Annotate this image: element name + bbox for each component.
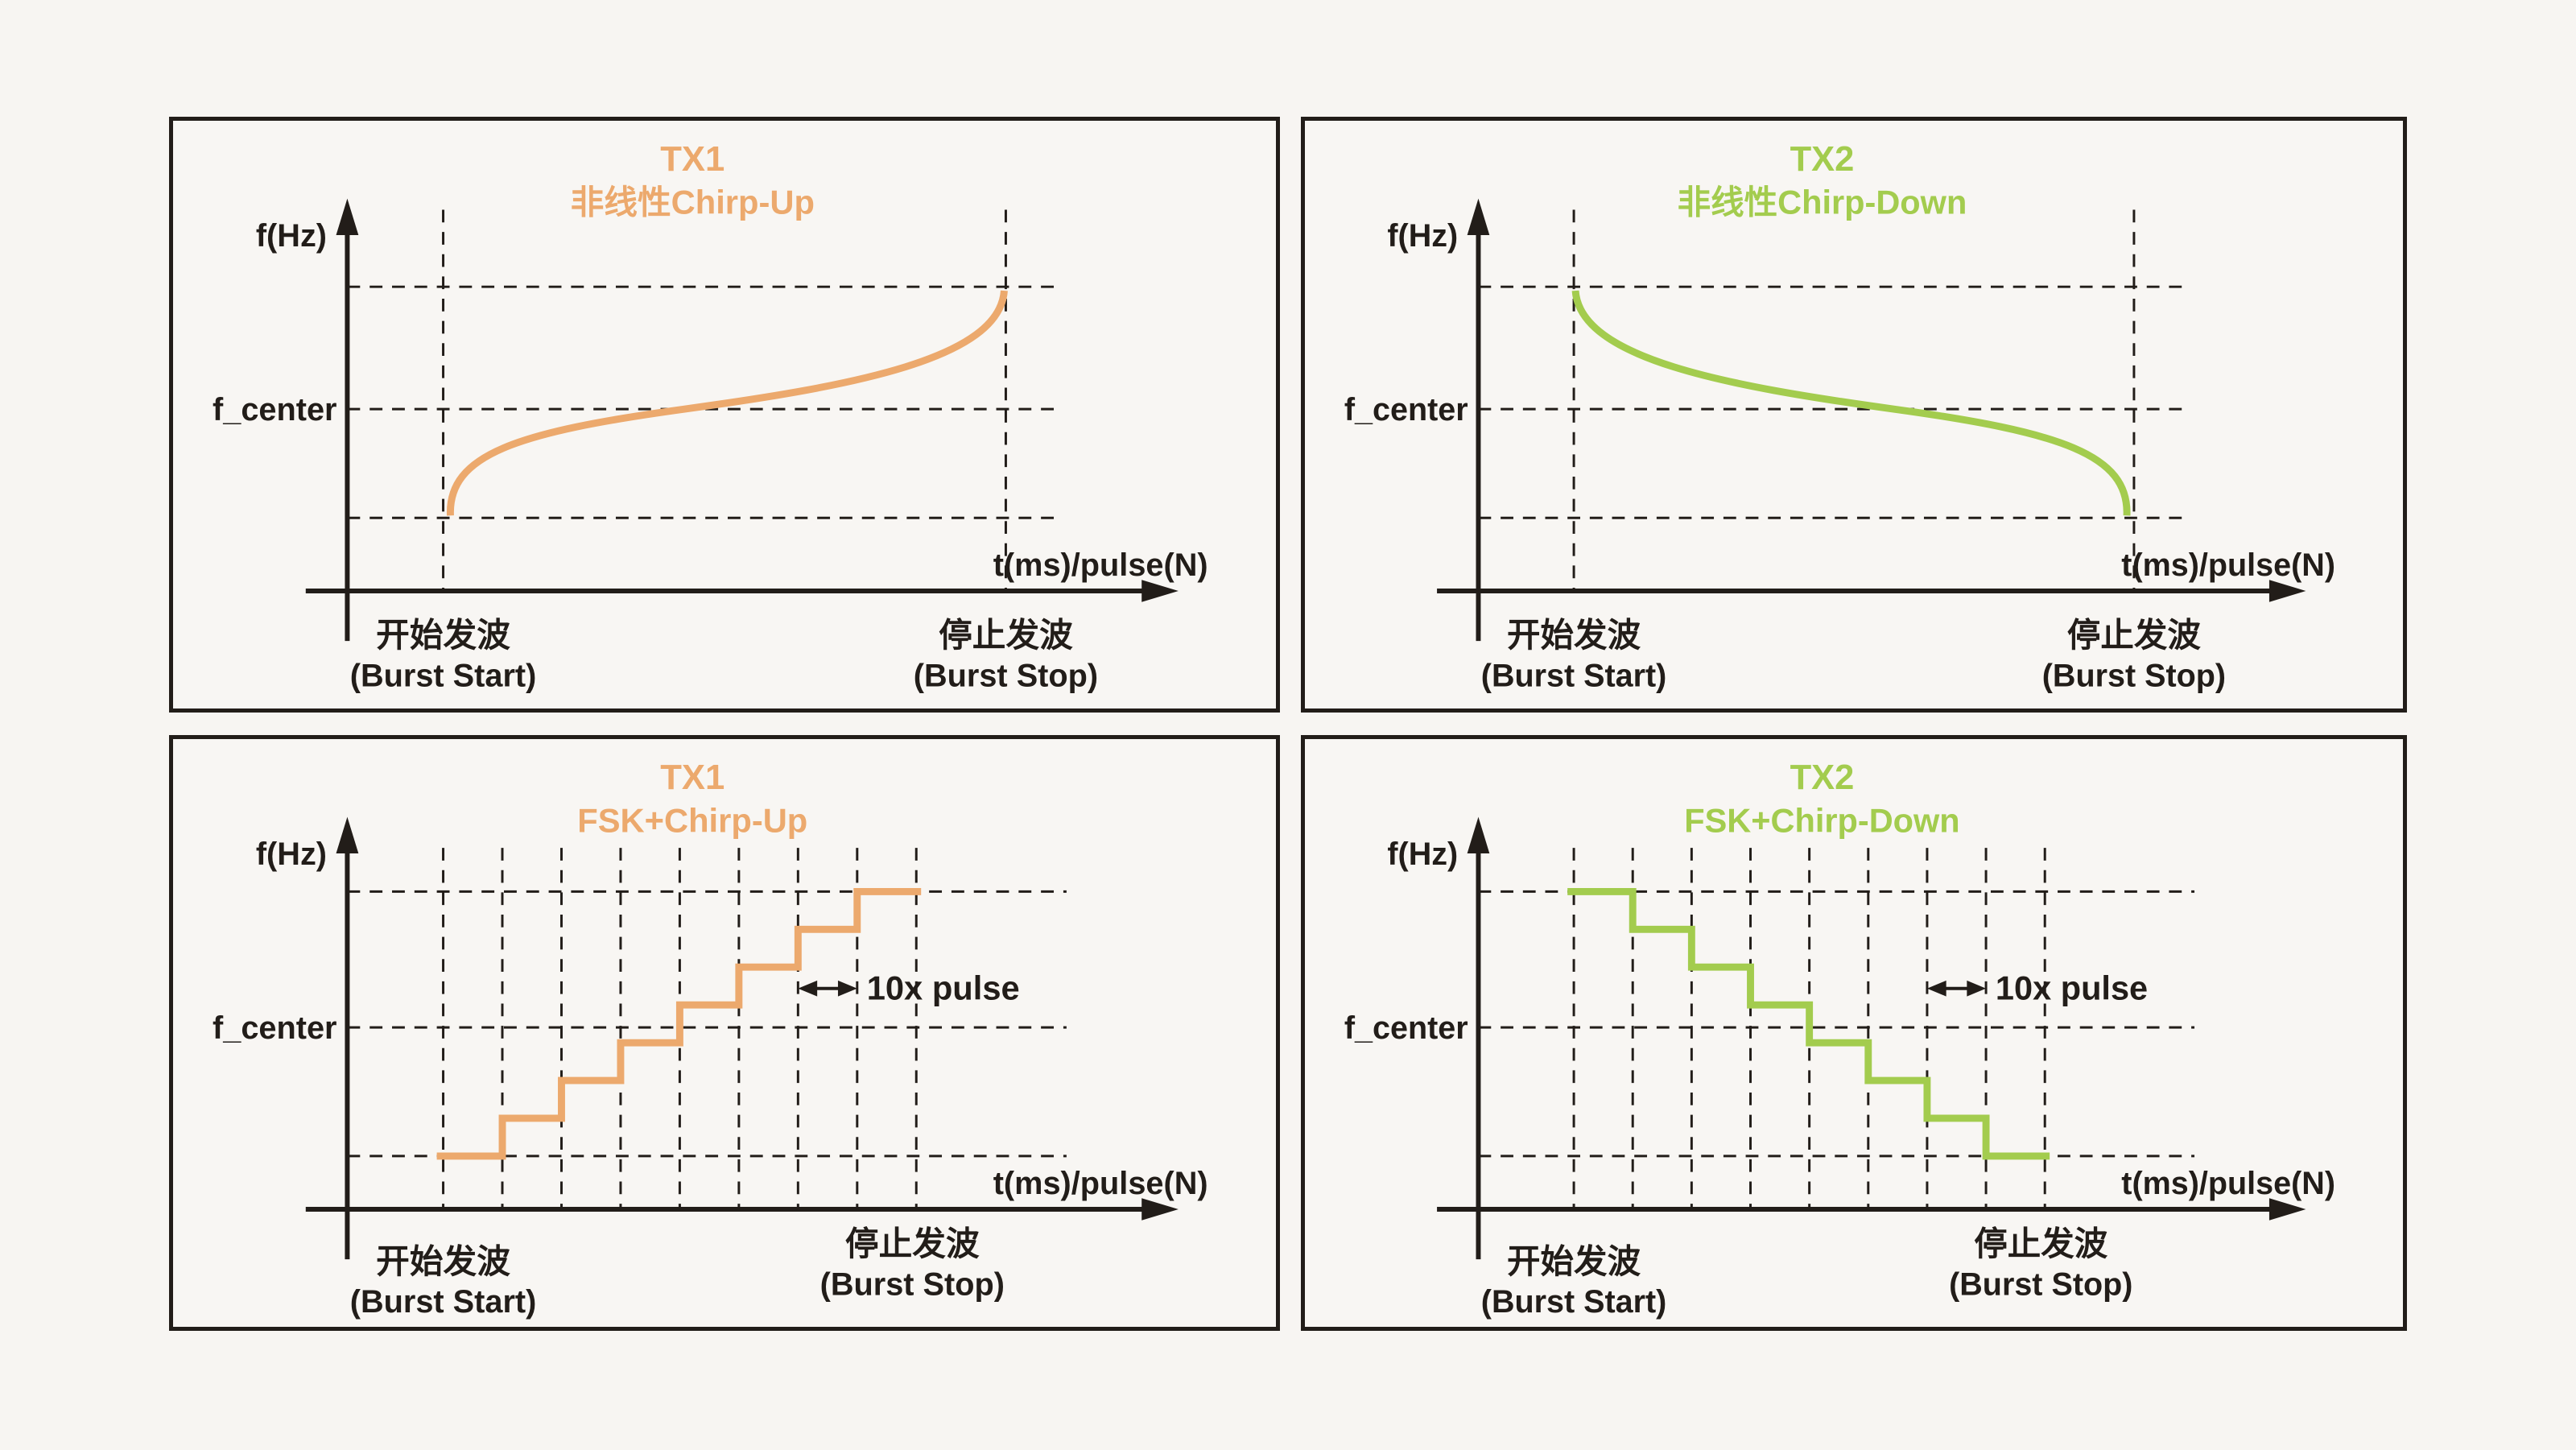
panel-title-line1: TX2 (1790, 758, 1855, 797)
y-axis-label: f(Hz) (1387, 218, 1458, 254)
fsk-staircase-waveform (436, 887, 922, 1160)
panel-title-line1: TX1 (660, 758, 724, 797)
panel-title-line2: 非线性Chirp-Up (571, 184, 815, 221)
f-center-label: f_center (213, 1010, 336, 1046)
burst-start-label-cn: 开始发波 (376, 616, 510, 654)
panel-title-line2: FSK+Chirp-Up (577, 802, 807, 840)
pulse-arrowhead-right-icon (837, 980, 857, 997)
nonlinear-chirp-waveform (447, 290, 1008, 516)
burst-stop-label-en: (Burst Stop) (820, 1267, 1005, 1303)
burst-stop-label-cn: 停止发波 (845, 1225, 980, 1262)
panel-tx1-nonlinear-chirp-up: TX1 非线性Chirp-Up f(Hz) f_center t(ms)/pulse(N… (169, 117, 1280, 713)
pulse-duration-annotation: 10x pulse (1996, 969, 2148, 1007)
panel-tx2-fsk-chirp-down: TX2 FSK+Chirp-Down f(Hz) f_center t(ms)/puls… (1301, 735, 2407, 1331)
f-center-label: f_center (1344, 1010, 1468, 1046)
burst-stop-label-cn: 停止发波 (1974, 1225, 2108, 1262)
burst-stop-label-cn: 停止发波 (2067, 616, 2202, 654)
y-axis-arrowhead-icon (1467, 198, 1490, 236)
chart-tx1-nonlinear-chirp-up: TX1 非线性Chirp-Up f(Hz) f_center t(ms)/pulse(N… (213, 140, 1208, 693)
chart-tx2-fsk-chirp-down: TX2 FSK+Chirp-Down f(Hz) f_center t(ms)/puls… (1344, 758, 2335, 1320)
panel-title-line2: FSK+Chirp-Down (1684, 801, 1959, 839)
x-axis-label: t(ms)/pulse(N) (993, 547, 1208, 583)
y-axis-label: f(Hz) (256, 837, 327, 872)
burst-stop-label-en: (Burst Stop) (914, 658, 1098, 693)
x-axis-label: t(ms)/pulse(N) (2121, 1166, 2335, 1201)
panel-title-line2: 非线性Chirp-Down (1678, 183, 1967, 221)
x-axis-label: t(ms)/pulse(N) (993, 1166, 1208, 1201)
burst-start-label-en: (Burst Start) (350, 658, 537, 693)
burst-start-label-en: (Burst Start) (1481, 1284, 1667, 1320)
pulse-duration-annotation: 10x pulse (867, 969, 1020, 1007)
pulse-arrowhead-right-icon (1967, 980, 1987, 997)
y-axis-arrowhead-icon (1467, 816, 1490, 854)
panel-title-line1: TX1 (660, 140, 724, 179)
f-center-label: f_center (213, 392, 336, 428)
f-center-label: f_center (1344, 392, 1468, 428)
chart-tx1-fsk-chirp-up: TX1 FSK+Chirp-Up f(Hz) f_center t(ms)/pulse(… (213, 758, 1208, 1320)
burst-stop-label-en: (Burst Stop) (2042, 658, 2226, 693)
y-axis-label: f(Hz) (1387, 837, 1458, 872)
y-axis-arrowhead-icon (336, 198, 359, 236)
panel-tx2-nonlinear-chirp-down: TX2 非线性Chirp-Down f(Hz) f_center t(ms)/pulse… (1301, 117, 2407, 713)
burst-stop-label-en: (Burst Stop) (1949, 1267, 2132, 1303)
y-axis-label: f(Hz) (256, 218, 327, 254)
nonlinear-chirp-waveform (1571, 290, 2131, 516)
x-axis-arrowhead-icon (1141, 1198, 1179, 1221)
x-axis-arrowhead-icon (2268, 1198, 2306, 1221)
x-axis-arrowhead-icon (1141, 580, 1179, 602)
burst-start-label-cn: 开始发波 (1507, 1242, 1641, 1280)
pulse-arrowhead-left-icon (1926, 980, 1946, 997)
burst-start-label-en: (Burst Start) (1481, 658, 1667, 693)
burst-start-label-cn: 开始发波 (1507, 616, 1641, 654)
fsk-staircase-waveform (1567, 887, 2050, 1160)
panel-tx1-fsk-chirp-up: TX1 FSK+Chirp-Up f(Hz) f_center t(ms)/pulse(… (169, 735, 1280, 1331)
panel-title-line1: TX2 (1790, 140, 1855, 179)
chart-tx2-nonlinear-chirp-down: TX2 非线性Chirp-Down f(Hz) f_center t(ms)/pulse… (1344, 140, 2335, 693)
y-axis-arrowhead-icon (336, 816, 359, 854)
burst-stop-label-cn: 停止发波 (939, 616, 1073, 654)
pulse-arrowhead-left-icon (798, 980, 818, 997)
x-axis-arrowhead-icon (2268, 580, 2306, 602)
x-axis-label: t(ms)/pulse(N) (2121, 547, 2335, 583)
burst-start-label-en: (Burst Start) (350, 1284, 537, 1320)
burst-start-label-cn: 开始发波 (376, 1242, 510, 1280)
